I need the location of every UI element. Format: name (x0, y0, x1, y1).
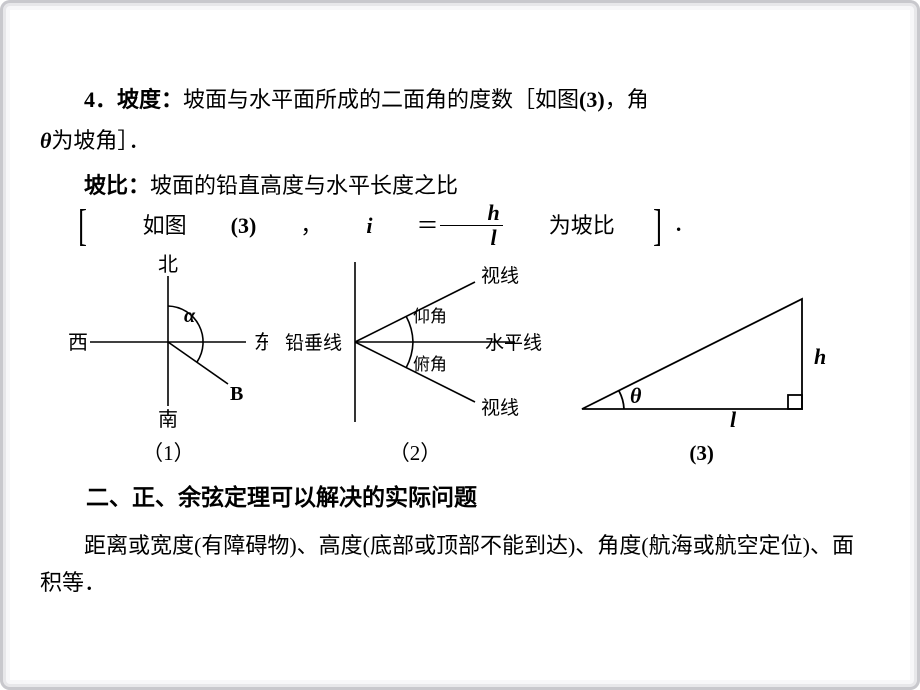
bracket-formula: [ 如图(3)，i＝hl为坡比] (40, 204, 673, 248)
in-bracket-a: 如图 (99, 208, 187, 243)
in-bracket-i: i (322, 208, 372, 243)
d1-alpha: α (184, 305, 196, 327)
diagram-3-svg: θ h l (562, 279, 842, 429)
diagrams-row: 北 南 东 西 α B （1） (40, 254, 870, 471)
left-bracket: [ (52, 204, 87, 248)
para-slope-def: 4．坡度：坡面与水平面所成的二面角的度数［如图(3)，角 (40, 82, 870, 117)
d1-B: B (230, 383, 243, 405)
diagram-2-svg: 铅垂线 视线 视线 水平线 仰角 俯角 (285, 254, 545, 429)
fraction-h-over-l: hl (440, 202, 502, 249)
d1-caption: （1） (68, 437, 268, 471)
d2-sight1: 视线 (481, 265, 519, 287)
in-bracket-c: ， (256, 208, 322, 243)
frac-num: h (440, 202, 502, 225)
p2-body: 坡面的铅直高度与水平长度之比 (150, 173, 458, 198)
para-applications: 距离或宽度(有障碍物)、高度(底部或顶部不能到达)、角度(航海或航空定位)、面积… (40, 527, 870, 602)
d1-south: 南 (158, 408, 178, 429)
d1-north: 北 (158, 254, 178, 276)
in-bracket-f: 为坡比 (505, 208, 615, 243)
para-slope-def-line2: θ为坡角］． (40, 123, 870, 158)
section-2-title: 二、正、余弦定理可以解决的实际问题 (40, 480, 870, 517)
diagram-2: 铅垂线 视线 视线 水平线 仰角 俯角 （2） (285, 254, 545, 471)
d2-depr: 俯角 (413, 355, 447, 374)
frac-den: l (440, 225, 502, 249)
p1-body: 坡面与水平面所成的二面角的度数［如图 (183, 87, 579, 112)
d2-caption: （2） (285, 437, 545, 471)
d1-east: 东 (254, 331, 268, 354)
diagram-1: 北 南 东 西 α B （1） (68, 254, 268, 471)
theta-symbol: θ (40, 128, 51, 153)
in-bracket-eq: ＝ (372, 208, 438, 243)
d2-elev: 仰角 (413, 307, 447, 326)
d2-horizon: 水平线 (485, 332, 542, 354)
d2-sight2: 视线 (481, 397, 519, 419)
diagram-1-svg: 北 南 东 西 α B (68, 254, 268, 429)
p1-ref: (3) (579, 87, 605, 112)
in-bracket-b: (3) (187, 208, 257, 243)
d2-vertical: 铅垂线 (285, 332, 342, 354)
para-slope-ratio: 坡比：坡面的铅直高度与水平长度之比 [ 如图(3)，i＝hl为坡比] ． (40, 168, 870, 247)
d3-caption: (3) (562, 437, 842, 471)
d3-theta: θ (630, 383, 642, 408)
diagram-3: θ h l (3) (562, 279, 842, 471)
d3-l: l (730, 407, 737, 429)
label-4-slope: 4．坡度： (84, 87, 183, 112)
p1-tail: ，角 (605, 87, 649, 112)
d1-west: 西 (68, 332, 88, 354)
p2-tail: ． (673, 211, 695, 236)
right-bracket: ] (626, 204, 661, 248)
label-slope-ratio: 坡比： (84, 173, 150, 198)
p1-line2b: 为坡角］． (51, 128, 150, 153)
d3-h: h (814, 344, 826, 369)
document-content: 4．坡度：坡面与水平面所成的二面角的度数［如图(3)，角 θ为坡角］． 坡比：坡… (0, 0, 920, 638)
